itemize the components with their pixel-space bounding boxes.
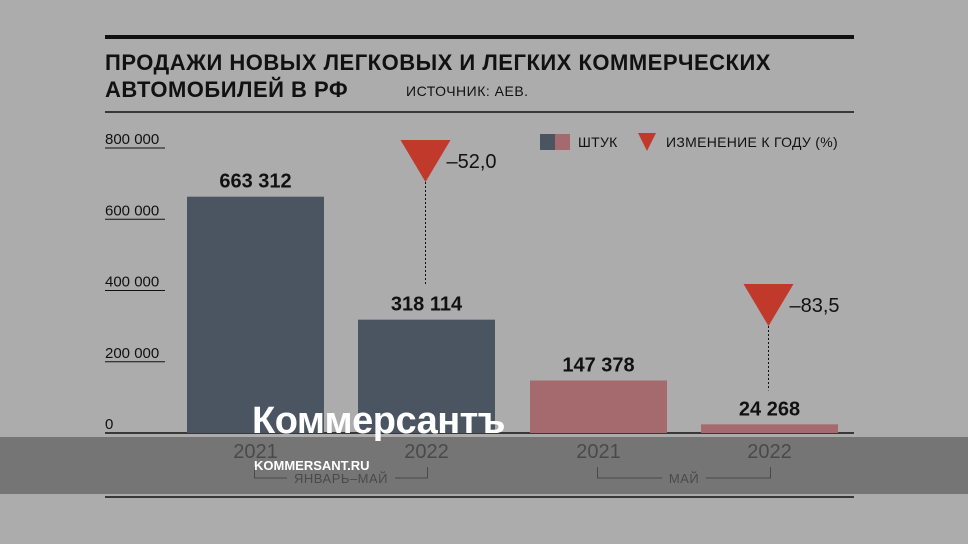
legend-units-label: ШТУК xyxy=(578,134,618,150)
bar xyxy=(701,424,838,433)
legend-change-marker-icon xyxy=(638,133,656,151)
legend-swatch-may xyxy=(555,134,570,150)
y-tick-label: 400 000 xyxy=(105,274,159,291)
bar-value-label: 147 378 xyxy=(562,354,634,376)
change-down-marker xyxy=(400,140,451,182)
bar-value-label: 24 268 xyxy=(739,398,800,420)
chart-title-line-1: ПРОДАЖИ НОВЫХ ЛЕГКОВЫХ И ЛЕГКИХ КОММЕРЧЕ… xyxy=(105,50,771,75)
watermark-url: KOMMERSANT.RU xyxy=(254,458,370,473)
change-value-label: –83,5 xyxy=(790,295,840,317)
legend-change-label: ИЗМЕНЕНИЕ К ГОДУ (%) xyxy=(666,134,838,150)
bar-value-label: 663 312 xyxy=(219,171,291,193)
watermark-logo: Коммерсантъ xyxy=(252,400,505,442)
bar xyxy=(187,196,324,433)
bar xyxy=(530,380,667,433)
legend-swatch-jan-may xyxy=(540,134,555,150)
y-tick-label: 600 000 xyxy=(105,202,159,219)
bar-value-label: 318 114 xyxy=(391,294,463,316)
chart-source: ИСТОЧНИК: АЕВ. xyxy=(406,83,529,99)
y-tick-label: 0 xyxy=(105,416,113,433)
watermark-band xyxy=(0,437,968,494)
y-tick-label: 800 000 xyxy=(105,131,159,148)
chart-title-line-2: АВТОМОБИЛЕЙ В РФ xyxy=(105,77,349,102)
bar xyxy=(358,319,495,433)
y-tick-label: 200 000 xyxy=(105,345,159,362)
change-value-label: –52,0 xyxy=(447,151,497,173)
change-down-marker xyxy=(743,284,794,326)
